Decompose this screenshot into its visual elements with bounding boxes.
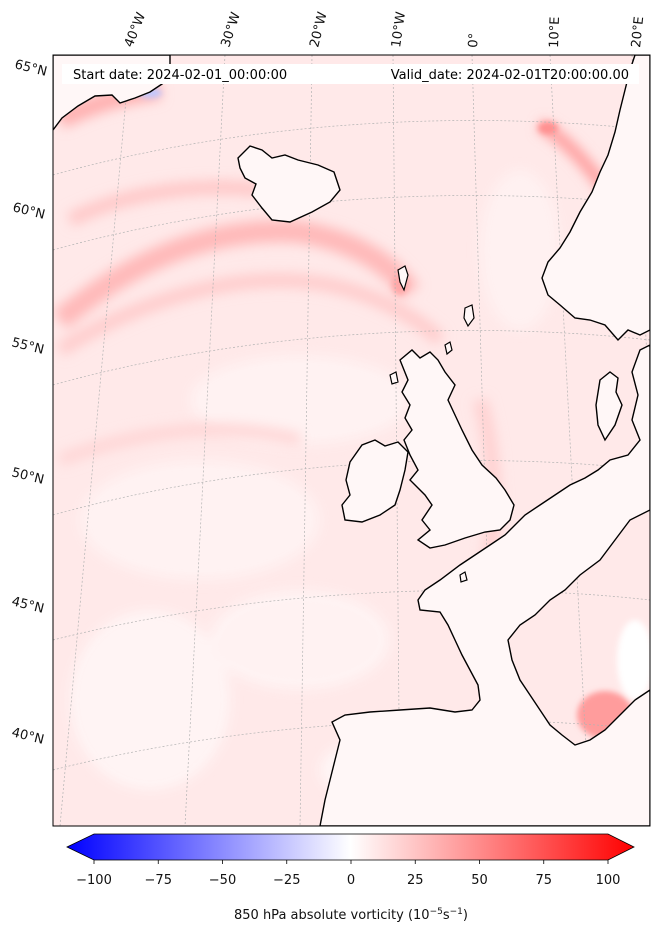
valid-date-label: Valid_date: 2024-02-01T20:00:00.00 bbox=[391, 68, 629, 83]
vorticity-field bbox=[53, 55, 650, 826]
lat-label: 65°N bbox=[13, 57, 48, 79]
colorbar-tick-label: 75 bbox=[535, 873, 552, 888]
lon-label: 40°W bbox=[122, 10, 149, 49]
colorbar-tick-label: −100 bbox=[76, 873, 112, 888]
lon-label: 20°E bbox=[629, 16, 647, 49]
lat-label: 45°N bbox=[10, 594, 45, 616]
lon-label: 10°W bbox=[389, 11, 409, 49]
colorbar-tick-label: −50 bbox=[209, 873, 236, 888]
lat-label: 55°N bbox=[10, 335, 45, 357]
colorbar-tick-label: 100 bbox=[596, 873, 621, 888]
colorbar-tick-label: 50 bbox=[471, 873, 488, 888]
colorbar-tick-label: 25 bbox=[407, 873, 424, 888]
longitude-labels: 40°W 30°W 20°W 10°W 0° 10°E 20°E bbox=[122, 10, 647, 49]
colorbar-strip bbox=[66, 833, 635, 861]
lat-label: 40°N bbox=[10, 725, 45, 747]
colorbar-title: 850 hPa absolute vorticity (10−5s−1) bbox=[234, 907, 468, 923]
lon-label: 10°E bbox=[547, 16, 563, 48]
colorbar-tick-label: 0 bbox=[347, 873, 355, 888]
latitude-labels: 65°N 60°N 55°N 50°N 45°N 40°N bbox=[10, 57, 48, 747]
colorbar: −100 −75 −50 −25 0 25 50 75 100 850 hPa absolute… bbox=[66, 833, 635, 923]
header-band bbox=[62, 64, 639, 84]
coastlines bbox=[53, 55, 650, 826]
lat-label: 60°N bbox=[11, 200, 46, 222]
lon-label: 20°W bbox=[307, 10, 330, 49]
lon-label: 0° bbox=[466, 32, 482, 48]
colorbar-tick-label: −25 bbox=[273, 873, 300, 888]
colorbar-tick-label: −75 bbox=[145, 873, 172, 888]
colorbar-ticks: −100 −75 −50 −25 0 25 50 75 100 bbox=[76, 860, 620, 888]
map-frame bbox=[52, 54, 651, 827]
lat-label: 50°N bbox=[10, 465, 45, 487]
lon-label: 30°W bbox=[219, 10, 244, 49]
start-date-label: Start date: 2024-02-01_00:00:00 bbox=[73, 68, 287, 83]
